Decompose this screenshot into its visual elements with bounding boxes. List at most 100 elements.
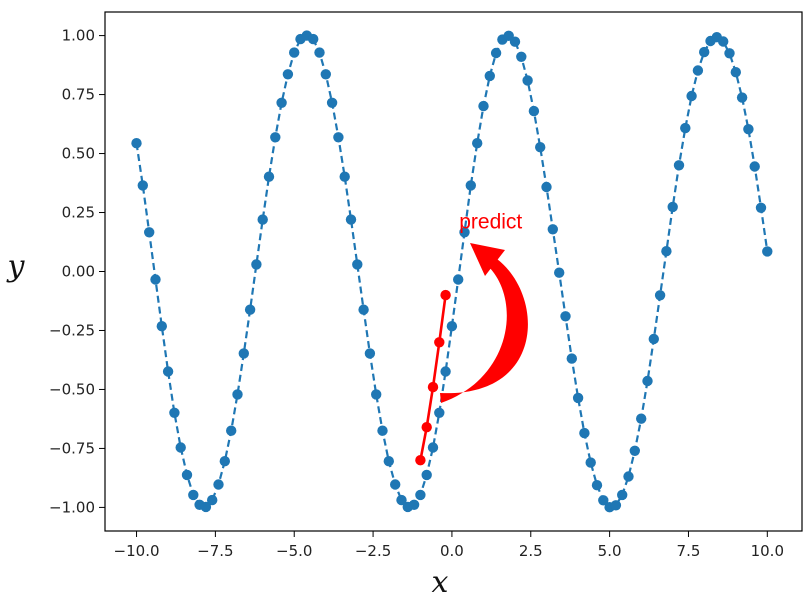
data-point: [667, 201, 678, 213]
data-point: [181, 469, 193, 481]
data-point: [522, 75, 533, 86]
data-point: [718, 36, 729, 47]
data-point: [371, 389, 382, 400]
data-point: [554, 267, 565, 278]
data-point: [490, 47, 502, 59]
y-axis-label: y: [6, 249, 26, 284]
data-point: [724, 48, 735, 59]
series-layer: [131, 30, 773, 513]
y-tick-label: 1.00: [62, 27, 95, 45]
data-point: [308, 33, 319, 45]
y-axis-ticks: −1.00 −0.75 −0.50 −0.25 0.00 0.25 0.50 0.75 1.00: [49, 27, 105, 516]
data-point: [654, 290, 666, 301]
data-point: [484, 70, 495, 82]
data-point: [661, 246, 672, 257]
data-point: [699, 46, 710, 58]
data-point: [219, 456, 230, 467]
data-point: [516, 51, 527, 62]
data-point: [692, 65, 704, 76]
data-point: [364, 348, 376, 359]
data-point: [617, 489, 628, 501]
highlight-data-point: [427, 381, 439, 393]
plot-frame: [104, 11, 803, 532]
data-point: [636, 413, 647, 424]
data-point: [276, 97, 287, 109]
data-point: [572, 392, 584, 404]
data-point: [440, 366, 451, 377]
data-point: [623, 471, 634, 482]
data-point: [150, 274, 161, 285]
data-point: [434, 407, 445, 418]
data-point: [137, 180, 148, 191]
x-tick-label: 5.0: [598, 542, 622, 560]
data-point: [762, 246, 773, 257]
data-point: [263, 171, 275, 182]
y-tick-label: 0.25: [62, 204, 95, 222]
data-point: [408, 499, 420, 510]
data-point: [352, 259, 363, 270]
series-line: [135, 34, 769, 509]
data-point: [270, 132, 281, 143]
y-tick-label: 0.75: [62, 86, 95, 104]
data-point: [421, 469, 432, 481]
prediction-arrow-body: [440, 259, 528, 403]
data-point: [472, 138, 483, 149]
data-point: [314, 47, 325, 58]
data-point: [579, 427, 590, 439]
x-tick-label: −7.5: [197, 542, 233, 560]
highlight-data-point: [434, 337, 445, 348]
y-tick-label: −1.00: [49, 498, 95, 516]
data-point: [358, 304, 369, 315]
data-point: [680, 122, 691, 134]
highlight-data-point: [440, 289, 451, 301]
prediction-arrow-head: [470, 243, 505, 276]
data-point: [427, 442, 439, 453]
data-point: [730, 67, 741, 78]
x-tick-label: 2.5: [519, 542, 543, 560]
highlight-data-point: [415, 455, 426, 466]
data-point: [736, 92, 748, 103]
data-point: [339, 171, 350, 182]
data-point: [509, 36, 521, 47]
data-point: [446, 321, 458, 332]
data-point: [238, 348, 249, 359]
data-point: [345, 214, 357, 225]
data-point: [144, 227, 155, 238]
data-point: [547, 224, 558, 235]
annotation-layer: predict: [440, 210, 528, 403]
data-point: [156, 321, 167, 332]
x-tick-label: −5.0: [276, 542, 312, 560]
x-tick-label: −2.5: [355, 542, 391, 560]
data-point: [648, 333, 659, 345]
data-point: [131, 138, 142, 149]
data-point: [642, 375, 653, 387]
data-point: [377, 425, 388, 436]
data-point: [749, 161, 760, 172]
data-point: [528, 105, 540, 117]
data-point: [390, 479, 401, 490]
data-point: [226, 425, 237, 436]
data-point: [686, 90, 697, 102]
data-point: [289, 47, 300, 58]
data-point: [560, 311, 571, 322]
data-point: [188, 489, 199, 501]
predict-annotation-label: predict: [459, 210, 522, 233]
data-point: [535, 142, 546, 153]
data-point: [673, 160, 685, 171]
y-tick-label: −0.75: [49, 439, 95, 457]
y-tick-label: 0.50: [62, 145, 95, 163]
data-point: [598, 495, 609, 506]
data-point: [415, 489, 426, 501]
data-point: [541, 181, 552, 193]
data-point: [465, 180, 476, 191]
data-point: [396, 494, 407, 506]
data-point: [207, 494, 218, 506]
data-point: [333, 132, 344, 143]
highlight-data-point: [421, 422, 432, 433]
data-point: [169, 407, 180, 418]
x-tick-label: −10.0: [114, 542, 160, 560]
data-point: [459, 227, 470, 238]
data-point: [175, 442, 186, 453]
plot-area: [105, 12, 802, 531]
